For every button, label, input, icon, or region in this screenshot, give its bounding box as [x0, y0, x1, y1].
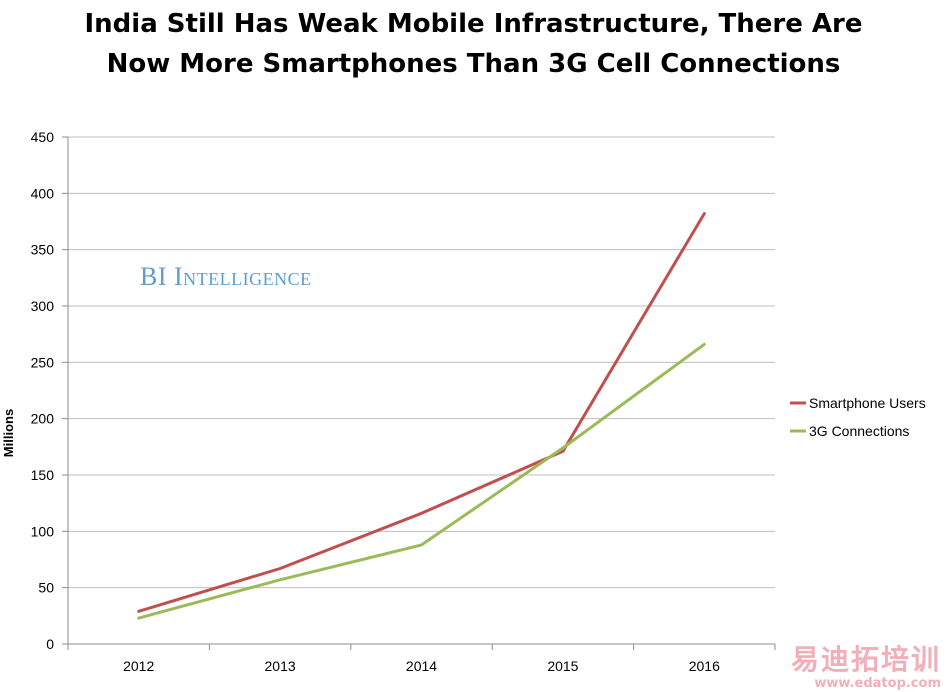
- x-tick-label-2014: 2014: [406, 658, 437, 674]
- x-tick-label-2012: 2012: [123, 658, 154, 674]
- tick-labels: 0 50 100 150 200 250 300 350 400 450 2012 2013 2014 2…: [31, 129, 720, 674]
- y-tick-label: 250: [31, 354, 55, 370]
- y-tick-label: 450: [31, 129, 55, 145]
- chart-title: India Still Has Weak Mobile Infrastructu…: [0, 4, 947, 84]
- y-tick-label: 200: [31, 411, 55, 427]
- site-logo-text: 易迪拓培训: [790, 643, 941, 676]
- y-tick-label: 350: [31, 242, 55, 258]
- y-tick-label: 150: [31, 467, 55, 483]
- x-tick-label-2013: 2013: [265, 658, 296, 674]
- series-line-smartphone-users: [137, 212, 706, 613]
- site-logo-url: www.edatop.com: [814, 676, 941, 691]
- y-tick-label: 100: [31, 523, 55, 539]
- x-tick-label-2016: 2016: [689, 658, 720, 674]
- x-tick-label-2015: 2015: [547, 658, 578, 674]
- site-logo: 易迪拓培训 www.edatop.com: [791, 644, 941, 692]
- y-axis-label: Millions: [1, 409, 16, 457]
- chart-title-line-2: Now More Smartphones Than 3G Cell Connec…: [106, 49, 841, 79]
- y-tick-label: 0: [46, 636, 54, 652]
- series-line-3g-connections: [137, 342, 706, 620]
- axes: [62, 136, 776, 650]
- y-tick-label: 50: [38, 580, 54, 596]
- legend-label-smartphone-users: Smartphone Users: [809, 395, 926, 411]
- bi-intelligence-watermark: BI Intelligence: [140, 262, 312, 291]
- series-lines: [137, 212, 706, 620]
- y-tick-label: 400: [31, 185, 55, 201]
- gridlines: [68, 136, 775, 589]
- legend: Smartphone Users 3G Connections: [790, 395, 926, 439]
- legend-label-3g-connections: 3G Connections: [809, 423, 909, 439]
- y-tick-label: 300: [31, 298, 55, 314]
- chart-title-line-1: India Still Has Weak Mobile Infrastructu…: [84, 9, 863, 39]
